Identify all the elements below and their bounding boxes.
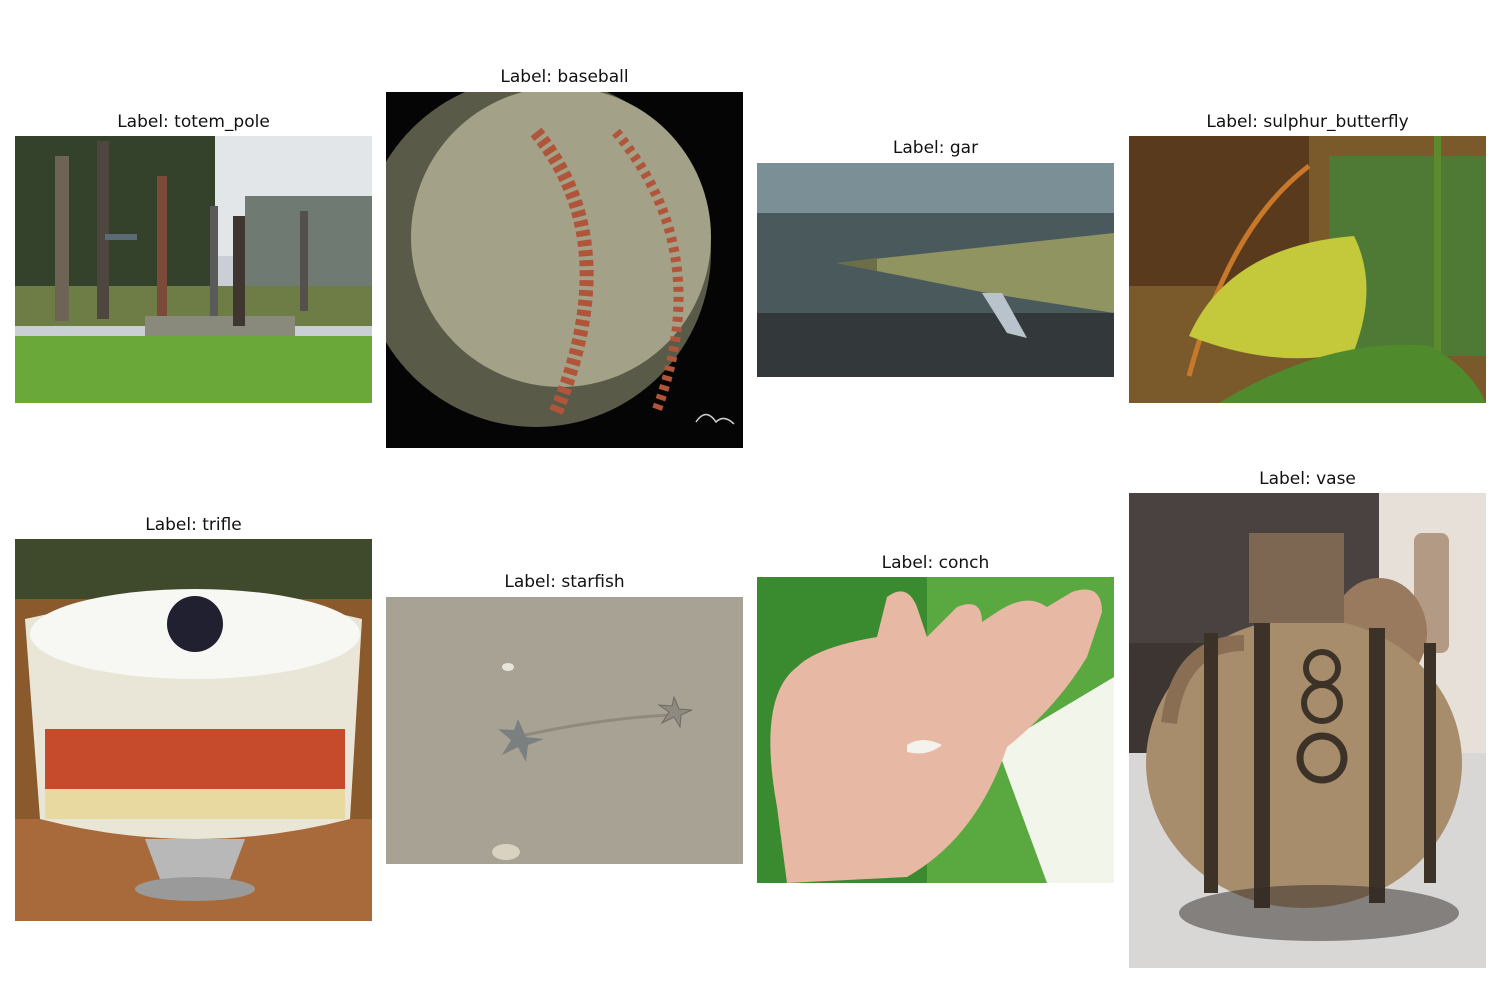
panel-gar: Label: gar [757, 136, 1114, 381]
totem-pole-photo [15, 136, 372, 403]
gar-photo [757, 163, 1114, 377]
panel-caption: Label: totem_pole [117, 112, 270, 132]
panel-caption: Label: trifle [145, 515, 242, 535]
panel-sulphur-butterfly: Label: sulphur_butterfly [1129, 110, 1486, 405]
panel-starfish: Label: starfish [386, 570, 743, 866]
panel-caption: Label: gar [892, 138, 979, 158]
panel-caption: Label: conch [881, 553, 990, 573]
panel-caption: Label: sulphur_butterfly [1206, 112, 1409, 132]
conch-photo [757, 577, 1114, 883]
vase-photo [1129, 493, 1486, 968]
starfish-photo [386, 597, 743, 864]
sulphur-butterfly-photo [1129, 136, 1486, 403]
panel-conch: Label: conch [757, 551, 1114, 885]
panel-trifle: Label: trifle [15, 513, 372, 923]
panel-caption: Label: baseball [500, 67, 629, 87]
panel-vase: Label: vase [1129, 467, 1486, 969]
trifle-photo [15, 539, 372, 921]
baseball-photo [386, 92, 743, 448]
panel-totem-pole: Label: totem_pole [15, 110, 372, 405]
panel-baseball: Label: baseball [386, 65, 743, 450]
panel-caption: Label: vase [1259, 469, 1356, 489]
panel-caption: Label: starfish [504, 572, 625, 592]
